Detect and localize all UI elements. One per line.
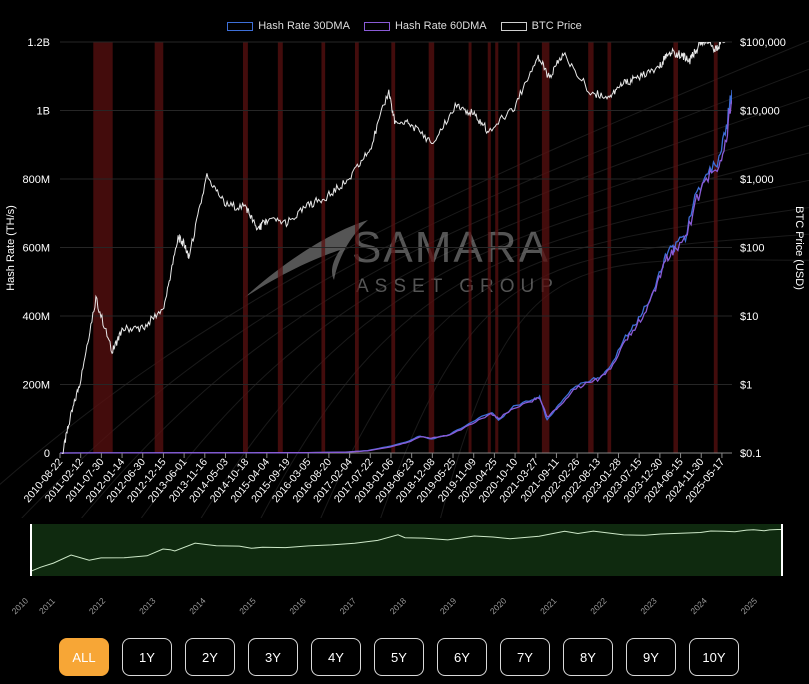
- navigator-year-labels: 2010 2011 2012 2013 2014 2015 2016 2017 2018 2019…: [10, 595, 760, 616]
- decor-curve: [21, 68, 809, 518]
- right-tick-label: $10,000: [740, 106, 780, 118]
- right-tick-label: $100: [740, 243, 764, 255]
- left-axis-title: Hash Rate (TH/s): [5, 205, 17, 291]
- decor-curve: [140, 124, 809, 518]
- range-button-2y[interactable]: 2Y: [185, 638, 235, 676]
- left-tick-label: 800M: [22, 174, 50, 186]
- series-line-0: [60, 89, 732, 454]
- legend-label: BTC Price: [531, 20, 582, 32]
- samara-watermark: SAMARA ASSET GROUP: [244, 220, 559, 298]
- watermark-line2: ASSET GROUP: [356, 276, 559, 297]
- range-button-10y[interactable]: 10Y: [689, 638, 739, 676]
- decor-curve: [440, 259, 809, 518]
- series-lines: [60, 42, 732, 454]
- range-button-6y[interactable]: 6Y: [437, 638, 487, 676]
- navigator-year-label: 2021: [538, 595, 559, 616]
- left-tick-label: 200M: [22, 380, 50, 392]
- main-chart: SAMARA ASSET GROUP 0 200M 400M 600M 800M 1B 1.…: [0, 37, 809, 518]
- legend-swatch: [227, 21, 254, 31]
- navigator-year-label: 2025: [739, 595, 760, 616]
- right-tick-label: $0.1: [740, 448, 761, 460]
- navigator-line: [30, 529, 782, 572]
- navigator-year-label: 2010: [10, 595, 31, 616]
- navigator-year-label: 2012: [87, 595, 108, 616]
- legend-label: Hash Rate 60DMA: [394, 20, 487, 32]
- navigator-year-label: 2016: [287, 595, 308, 616]
- series-line-2: [61, 42, 728, 454]
- navigator-year-label: 2018: [388, 595, 409, 616]
- right-tick-label: $10: [740, 311, 758, 323]
- right-tick-label: $1,000: [740, 174, 774, 186]
- decor-curve: [320, 206, 809, 518]
- right-tick-label: $100,000: [740, 37, 786, 49]
- navigator-year-label: 2024: [688, 595, 709, 616]
- left-tick-label: 400M: [22, 311, 50, 323]
- navigator[interactable]: 2010 2011 2012 2013 2014 2015 2016 2017 2018 2019…: [0, 518, 809, 638]
- left-tick-label: 1.2B: [27, 37, 50, 49]
- series-line-1: [60, 100, 732, 454]
- navigator-year-label: 2014: [187, 595, 208, 616]
- left-tick-label: 0: [44, 448, 50, 460]
- right-axis-ticks: $0.1 $1 $10 $100 $1,000 $10,000 $100,000: [740, 37, 786, 460]
- navigator-selected-range[interactable]: [31, 524, 782, 576]
- navigator-year-label: 2019: [438, 595, 459, 616]
- range-button-9y[interactable]: 9Y: [626, 638, 676, 676]
- right-tick-label: $1: [740, 380, 752, 392]
- right-axis-title: BTC Price (USD): [793, 206, 805, 290]
- navigator-year-label: 2015: [237, 595, 258, 616]
- decor-curve: [200, 152, 809, 518]
- legend-item-0[interactable]: Hash Rate 30DMA: [227, 20, 350, 32]
- range-button-1y[interactable]: 1Y: [122, 638, 172, 676]
- decor-curve: [0, 40, 809, 485]
- left-tick-label: 1B: [37, 106, 50, 118]
- navigator-price-line: [30, 529, 782, 572]
- navigator-year-label: 2022: [588, 595, 609, 616]
- legend-swatch: [363, 21, 390, 31]
- range-button-5y[interactable]: 5Y: [374, 638, 424, 676]
- range-button-4y[interactable]: 4Y: [311, 638, 361, 676]
- navigator-year-label: 2011: [37, 596, 57, 616]
- legend-item-1[interactable]: Hash Rate 60DMA: [363, 20, 487, 32]
- grid-lines: [60, 41, 732, 454]
- navigator-year-label: 2023: [638, 595, 659, 616]
- range-button-8y[interactable]: 8Y: [563, 638, 613, 676]
- left-tick-label: 600M: [22, 243, 50, 255]
- legend-swatch: [500, 21, 527, 31]
- samara-logo-swoosh: [244, 220, 368, 298]
- navigator-year-label: 2017: [338, 595, 359, 616]
- chart-legend: Hash Rate 30DMA Hash Rate 60DMA BTC Price: [0, 20, 809, 32]
- left-axis-ticks: 0 200M 400M 600M 800M 1B 1.2B: [22, 37, 50, 460]
- range-button-3y[interactable]: 3Y: [248, 638, 298, 676]
- range-button-all[interactable]: ALL: [59, 638, 109, 676]
- x-axis-ticks: 2010-08-222011-02-122011-07-302012-01-14…: [22, 453, 727, 505]
- range-button-7y[interactable]: 7Y: [500, 638, 550, 676]
- navigator-year-label: 2013: [137, 595, 158, 616]
- navigator-year-label: 2020: [488, 595, 509, 616]
- decor-curve: [260, 179, 809, 518]
- range-selector: ALL 1Y 2Y 3Y 4Y 5Y 6Y 7Y 8Y 9Y 10Y: [59, 638, 739, 676]
- legend-item-2[interactable]: BTC Price: [500, 20, 582, 32]
- legend-label: Hash Rate 30DMA: [258, 20, 350, 32]
